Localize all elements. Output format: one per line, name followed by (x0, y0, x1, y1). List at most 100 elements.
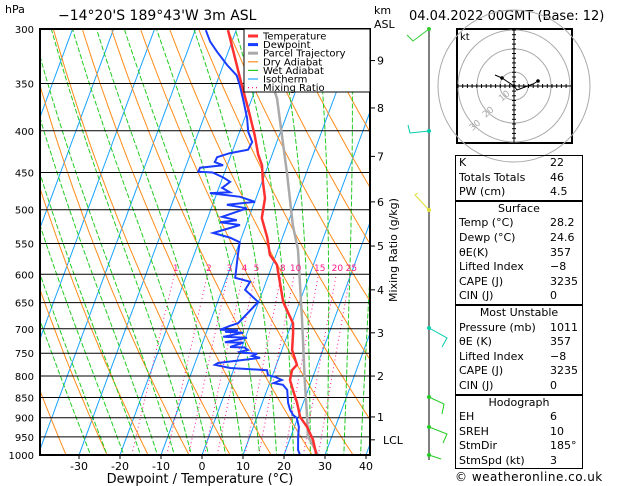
index-row: K 22 (459, 156, 579, 171)
index-value: 22 (550, 156, 564, 169)
index-label: Temp (°C) (459, 216, 514, 230)
index-label: CIN (J) (459, 378, 494, 392)
pressure-unit-label: hPa (5, 3, 25, 16)
index-row: Totals Totals 46 (459, 171, 579, 186)
index-value: 3235 (550, 274, 578, 288)
km-tick-label: LCL (383, 434, 404, 447)
x-tick-label: -30 (70, 460, 88, 473)
mixing-ratio-line (216, 274, 256, 455)
pressure-tick-label: 850 (15, 393, 34, 404)
parcel-trajectory-line (273, 92, 320, 455)
index-row: θE (K) 357 (459, 335, 579, 350)
wind-barb-925 (428, 426, 448, 444)
index-label: Pressure (mb) (459, 320, 536, 334)
index-value: 3235 (550, 364, 578, 378)
section-title: Surface (498, 201, 540, 215)
index-row: Dewp (°C) 24.6 (459, 231, 579, 246)
mixing-ratio-label: 20 (332, 264, 344, 274)
pressure-tick-label: 900 (15, 414, 34, 425)
wet-adiabat-line (359, 263, 370, 455)
mixing-ratio-label: 4 (242, 264, 248, 274)
x-tick-label: 30 (318, 460, 332, 473)
wet-adiabat-line (343, 29, 353, 455)
wet-adiabat-line (40, 116, 158, 455)
legend-entry: Temperature (262, 32, 326, 43)
height-unit-asl: ASL (374, 18, 396, 31)
mixing-ratio-labels: 1 2 3 4 5 8 10 15 20 25 (173, 264, 357, 274)
index-row: CIN (J) 0 (459, 379, 579, 394)
wet-adiabat-line (50, 29, 192, 455)
index-row: CAPE (J) 3235 (459, 275, 579, 290)
indices-most-unstable: Most Unstable Pressure (mb) 1011 θE (K) 357 L… (455, 304, 583, 395)
wet-adiabat-line (95, 29, 227, 455)
wind-level-dot (427, 395, 431, 399)
isotherm-line (78, 29, 238, 455)
index-value: 6 (550, 410, 557, 424)
index-value: 24.6 (550, 230, 575, 244)
section-title: Hodograph (488, 395, 550, 409)
km-tick-label: 3 (377, 327, 384, 340)
pressure-tick-label: 600 (15, 270, 34, 281)
km-tick-label: 7 (377, 150, 384, 163)
index-row: SREH 10 (459, 425, 579, 440)
dry-adiabat-line (285, 29, 370, 189)
pressure-tick-label: 300 (15, 25, 34, 36)
index-label: Lifted Index (459, 260, 524, 274)
isotherm-line (40, 29, 197, 451)
index-label: StmSpd (kt) (459, 453, 525, 467)
x-tick-label: -20 (111, 460, 129, 473)
mixing-ratio-label: 8 (280, 264, 286, 274)
dry-adiabat-line (81, 29, 272, 455)
hodograph-point (512, 84, 516, 88)
wind-barb-700 (428, 327, 448, 348)
pressure-tick-label: 550 (15, 239, 34, 250)
wet-adiabat-line (234, 29, 295, 455)
wet-adiabat-line (40, 172, 142, 455)
pressure-tick-label: 500 (15, 206, 34, 217)
pressure-tick-label: 450 (15, 168, 34, 179)
profile-series (196, 29, 320, 455)
isotherm-line (242, 110, 370, 455)
index-label: θE(K) (459, 245, 489, 259)
index-label: K (459, 156, 467, 169)
temperature-line (226, 29, 318, 455)
x-axis-title: Dewpoint / Temperature (°C) (107, 472, 294, 486)
mixing-ratio-label: 10 (290, 264, 302, 274)
hodograph-point (536, 79, 540, 83)
dry-adiabat-line (40, 83, 190, 455)
mixing-ratio-line (166, 274, 209, 455)
indices-surface: Surface Temp (°C) 28.2 Dewp (°C) 24.6 θE(K) 35… (455, 200, 583, 305)
mixing-ratio-axis-title: Mixing Ratio (g/kg) (387, 198, 400, 302)
wet-adiabat-line (193, 29, 278, 455)
datetime-title: 04.04.2022 00GMT (Base: 12) (409, 9, 604, 24)
dry-adiabat-line (40, 389, 67, 455)
wind-level-dot (427, 27, 431, 31)
index-label: Dewp (°C) (459, 230, 516, 244)
wet-adiabat-line (155, 29, 261, 455)
dry-adiabat-line (110, 29, 313, 455)
dry-adiabat-line (40, 288, 108, 455)
index-value: 357 (550, 245, 571, 259)
index-value: 3 (550, 453, 557, 467)
index-value: −8 (550, 260, 567, 274)
mixing-ratio-line (258, 274, 295, 455)
legend-entry: Isotherm (263, 75, 307, 86)
mixing-ratio-label: 15 (314, 264, 325, 274)
hodograph-point (500, 76, 504, 80)
index-value: 28.2 (550, 216, 575, 230)
index-value: 0 (550, 378, 557, 392)
index-row: PW (cm) 4.5 (459, 185, 579, 200)
index-label: CAPE (J) (459, 364, 504, 378)
index-label: StmDir (459, 439, 498, 453)
index-row: StmDir 185° (459, 439, 579, 454)
copyright: © weatheronline.co.uk (455, 470, 603, 484)
index-row: θE(K) 357 (459, 246, 579, 261)
hodograph-unit: kt (460, 32, 470, 43)
mixing-ratio-label: 1 (173, 264, 179, 274)
x-tick-label: 10 (236, 460, 250, 473)
isotherm-line (40, 29, 74, 119)
x-axis-ticks: -30 -20 -10 0 10 20 30 40 (70, 455, 373, 473)
wind-level-dot (427, 425, 431, 429)
dry-adiabat-line (625, 17, 629, 472)
pressure-tick-label: 750 (15, 349, 34, 360)
